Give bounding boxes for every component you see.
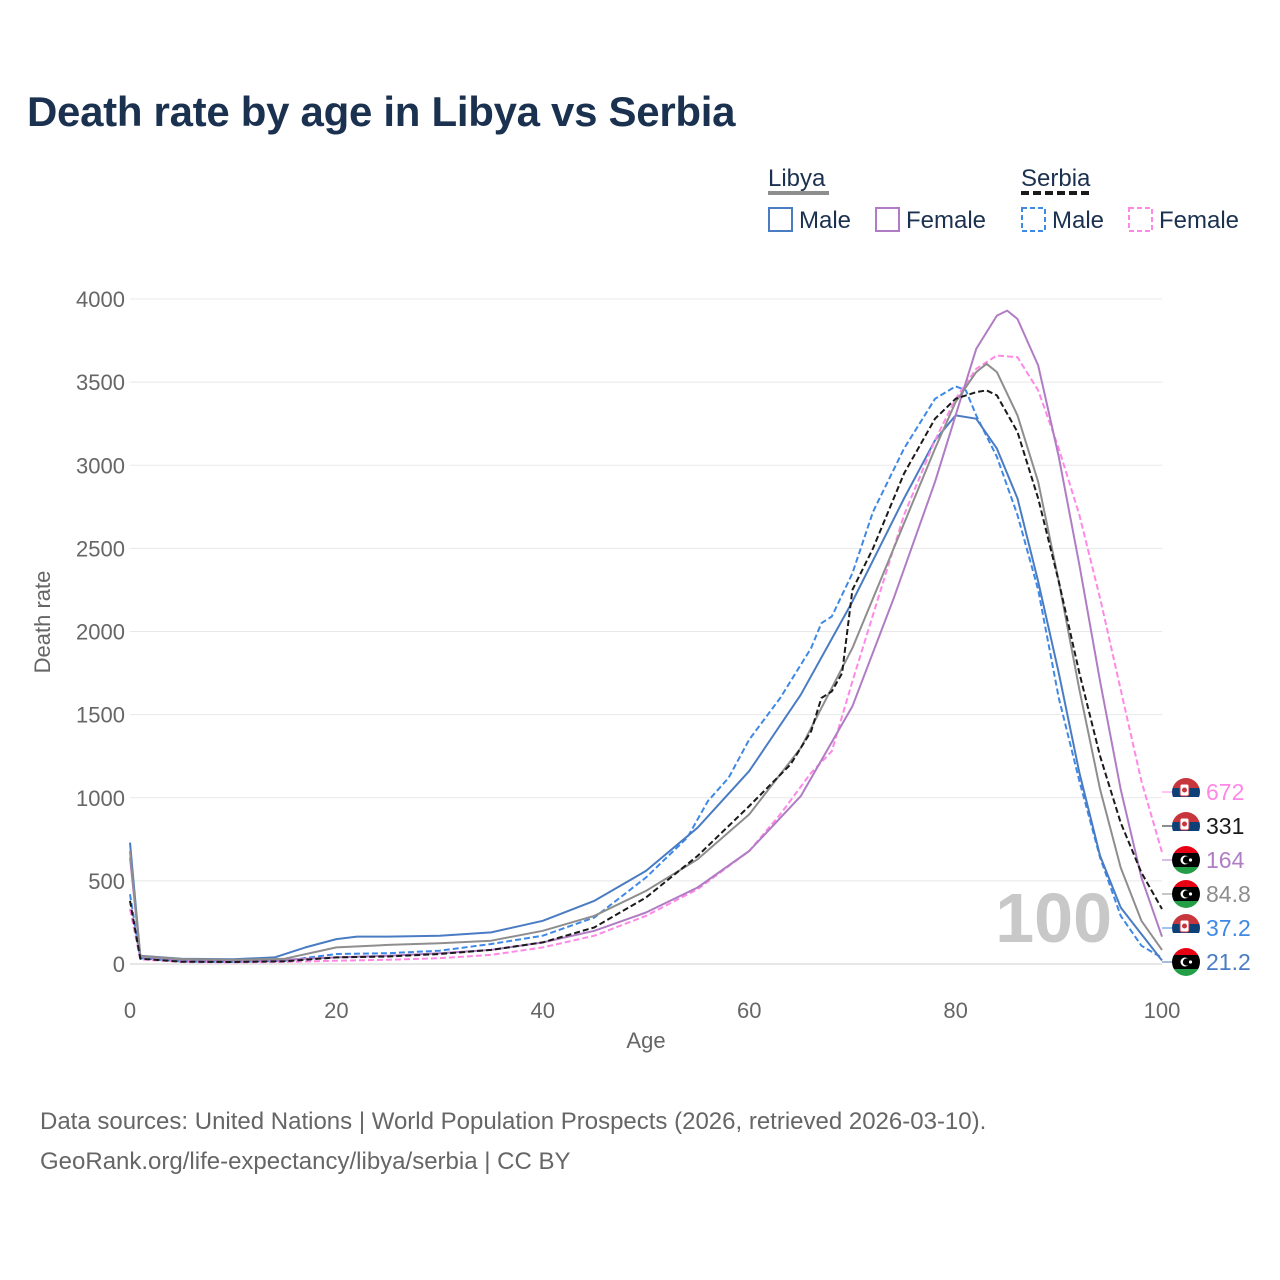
x-tick-label: 40	[531, 998, 555, 1023]
x-tick-label: 20	[324, 998, 348, 1023]
y-tick-label: 1500	[76, 703, 125, 728]
x-tick-label: 60	[737, 998, 761, 1023]
y-axis-label: Death rate	[30, 571, 55, 674]
legend-item-libya-female: Female	[906, 207, 986, 234]
end-labels: 672 331 164 84.8 37.2 21.2	[1162, 778, 1251, 976]
series-line-libya-male	[129, 414, 1163, 962]
end-label-value: 672	[1206, 779, 1244, 805]
legend-swatch	[768, 207, 793, 232]
libya-flag-icon	[1172, 846, 1200, 874]
series-line-libya-female	[129, 309, 1163, 962]
legend-item-serbia-female: Female	[1159, 207, 1239, 234]
legend-group-libya: Libya	[768, 165, 826, 192]
legend-swatch	[1021, 207, 1046, 232]
y-tick-label: 3000	[76, 453, 125, 478]
end-label-value: 331	[1206, 813, 1244, 839]
y-tick-label: 500	[88, 869, 125, 894]
series-line-serbia-total	[129, 389, 1163, 963]
x-tick-label: 0	[124, 998, 136, 1023]
serbia-flag-icon	[1172, 778, 1200, 806]
legend-swatch	[1128, 207, 1153, 232]
y-tick-label: 1000	[76, 786, 125, 811]
libya-flag-icon	[1172, 880, 1200, 908]
end-label-value: 84.8	[1206, 881, 1251, 907]
serbia-flag-icon	[1172, 812, 1200, 840]
legend-swatch	[875, 207, 900, 232]
footer-sources: Data sources: United Nations | World Pop…	[40, 1108, 987, 1135]
footer-link[interactable]: GeoRank.org/life-expectancy/libya/serbia…	[40, 1148, 571, 1175]
age-watermark: 100	[995, 879, 1112, 957]
axes: 0 500 1000 1500 2000 2500 3000 3500 4000 0 20 40 60 8…	[30, 287, 1180, 1053]
series-line-serbia-male	[129, 385, 1163, 963]
legend-item-serbia-male: Male	[1052, 207, 1104, 234]
y-tick-label: 2500	[76, 536, 125, 561]
y-tick-label: 3500	[76, 370, 125, 395]
legend-item-libya-male: Male	[799, 207, 851, 234]
end-label-value: 21.2	[1206, 949, 1251, 975]
y-tick-label: 4000	[76, 287, 125, 312]
x-tick-label: 100	[1144, 998, 1181, 1023]
end-label-value: 37.2	[1206, 915, 1251, 941]
legend: Libya Male Female Serbia Male Female	[768, 165, 1239, 234]
x-tick-label: 80	[943, 998, 967, 1023]
x-axis-label: Age	[626, 1028, 665, 1053]
y-tick-label: 0	[113, 952, 125, 977]
legend-group-serbia: Serbia	[1021, 165, 1091, 192]
serbia-flag-icon	[1172, 914, 1200, 942]
end-label-value: 164	[1206, 847, 1245, 873]
series-lines	[129, 309, 1163, 964]
chart-title: Death rate by age in Libya vs Serbia	[27, 88, 736, 135]
y-tick-label: 2000	[76, 620, 125, 645]
libya-flag-icon	[1172, 948, 1200, 976]
grid	[130, 298, 1162, 965]
